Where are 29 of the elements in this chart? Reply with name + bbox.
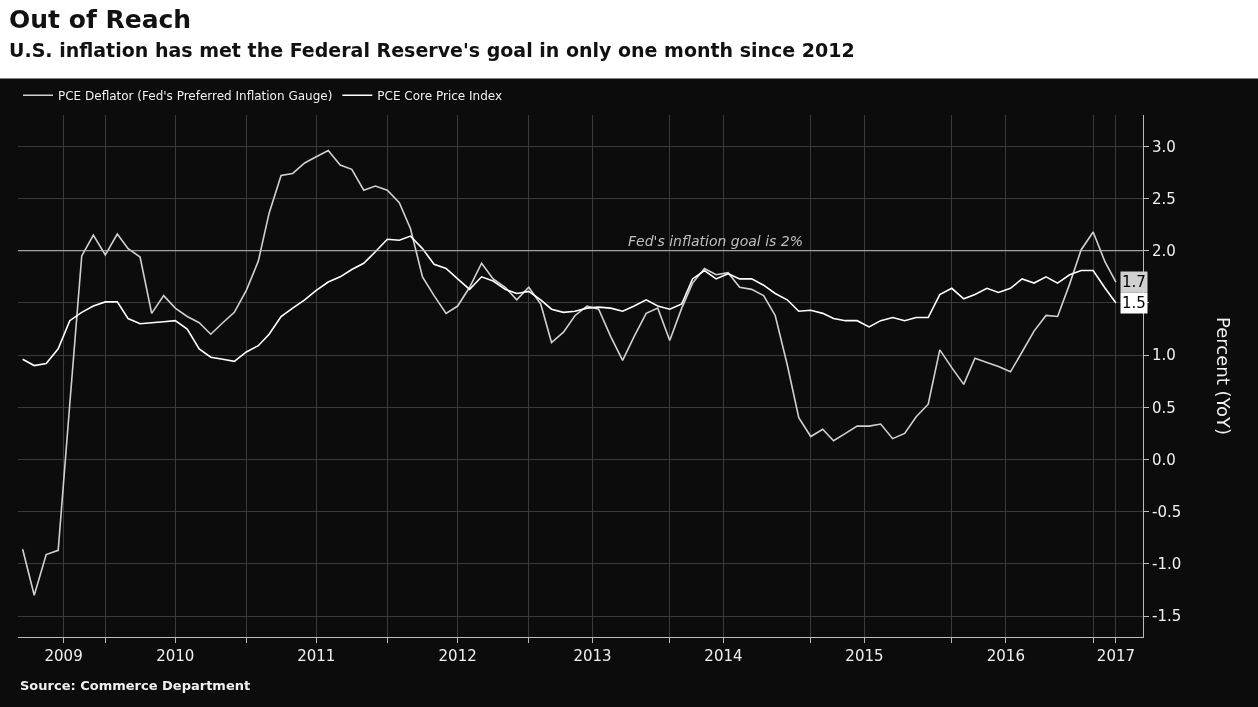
source-note: Source: Commerce Department	[20, 678, 251, 693]
y-tick-label: 0.5	[1152, 398, 1176, 417]
legend-label: PCE Core Price Index	[377, 88, 503, 103]
x-tick-label: 2016	[986, 647, 1025, 665]
line-series	[21, 149, 1117, 597]
data-label: 1.5	[1122, 294, 1146, 312]
x-tick-label: 2015	[845, 647, 884, 665]
y-axis-title: Percent (YoY)	[1213, 317, 1234, 436]
y-tick-label: 1.0	[1152, 346, 1176, 365]
y-tick-label: 0.0	[1152, 450, 1176, 469]
legend-label: PCE Deflator (Fed's Preferred Inflation Gauge)	[58, 88, 333, 103]
chart-subtitle: U.S. inflation has met the Federal Reserve's goal in only one month since 2012	[9, 39, 855, 61]
x-tick-label: 2011	[297, 647, 336, 665]
x-tick-label: 2017	[1096, 647, 1136, 665]
data-label: 1.7	[1122, 273, 1146, 291]
x-tick-label: 2012	[438, 647, 477, 665]
ref-line-label: Fed's inflation goal is 2%	[628, 233, 804, 249]
y-tick-label: 2.5	[1152, 189, 1176, 208]
x-tick-label: 2014	[704, 647, 743, 665]
y-tick-label: -1.5	[1152, 607, 1182, 626]
y-tick-label: -0.5	[1152, 502, 1182, 521]
chart-title: Out of Reach	[9, 5, 192, 34]
x-tick-label: 2013	[573, 647, 612, 665]
line-series	[21, 235, 1117, 367]
y-tick-label: 2.0	[1152, 241, 1176, 260]
y-tick-label: -1.0	[1152, 555, 1182, 574]
y-tick-label: 3.0	[1152, 137, 1176, 156]
x-tick-label: 2010	[156, 647, 195, 665]
x-tick-label: 2009	[44, 647, 83, 665]
